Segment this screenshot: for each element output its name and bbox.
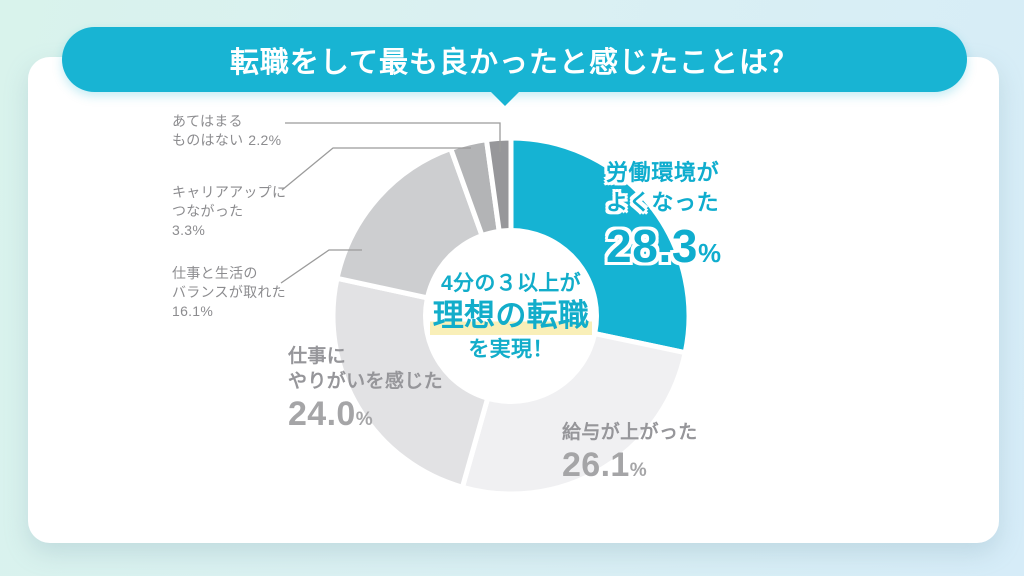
label-none-apply: あてはまる ものはない 2.2%	[172, 112, 281, 150]
label-none-apply-line2: ものはない 2.2%	[172, 132, 282, 148]
label-work-life-balance: 仕事と生活の バランスが取れた 16.1%	[172, 264, 286, 321]
label-salary-increase-line1: 給与が上がった	[562, 422, 698, 443]
label-fulfilling-work: 仕事に やりがいを感じた 24.0%	[288, 344, 443, 433]
value-fulfilling-work: 24.0%	[288, 395, 374, 433]
label-work-environment-line2: よくなった	[606, 190, 720, 215]
label-career-up-line2: つながった	[172, 203, 244, 219]
label-work-environment: 労働環境が よくなった 28.3%	[606, 158, 722, 270]
value-career-up: 3.3%	[172, 222, 206, 238]
value-none-apply: 2.2%	[248, 132, 282, 148]
center-note-line1: 4分の３以上が	[441, 272, 581, 295]
center-note: 4分の３以上が 理想の転職 を実現！	[391, 271, 631, 365]
highlighted-text: 理想の転職	[429, 298, 593, 335]
label-work-life-balance-line1: 仕事と生活の	[172, 265, 258, 281]
label-work-life-balance-line2: バランスが取れた	[172, 284, 286, 300]
title-banner: 転職をして最も良かったと感じたことは？	[62, 27, 967, 106]
label-work-environment-line1: 労働環境が	[606, 160, 720, 185]
label-career-up-line1: キャリアアップに	[172, 184, 287, 200]
label-fulfilling-work-line1: 仕事に	[288, 346, 347, 367]
label-none-apply-line1: あてはまる	[172, 113, 243, 129]
label-fulfilling-work-line2: やりがいを感じた	[288, 371, 444, 392]
page-title: 転職をして最も良かったと感じたことは？	[229, 46, 800, 79]
label-salary-increase: 給与が上がった 26.1%	[562, 420, 698, 484]
value-work-environment: 28.3%	[606, 220, 722, 272]
value-salary-increase: 26.1%	[562, 446, 648, 484]
value-work-life-balance: 16.1%	[172, 303, 214, 319]
center-note-line2: 理想の転職	[391, 297, 631, 335]
center-note-line3: を実現！	[468, 338, 554, 361]
banner-tail-pointer	[490, 91, 521, 106]
label-career-up: キャリアアップに つながった 3.3%	[172, 183, 286, 240]
